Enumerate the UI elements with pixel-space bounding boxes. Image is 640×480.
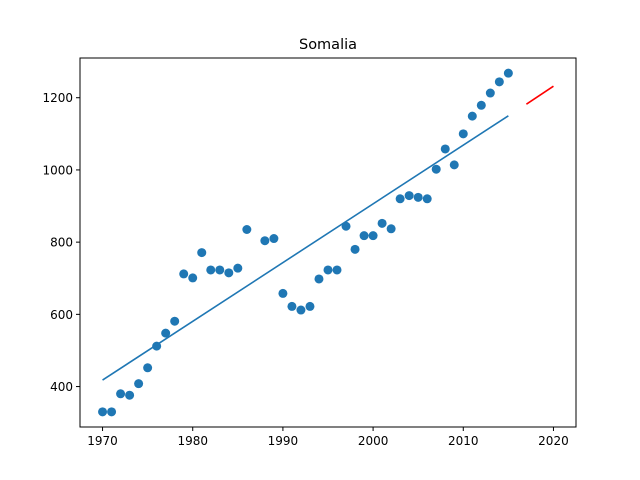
data-point xyxy=(314,274,324,284)
plot-area xyxy=(98,68,554,417)
x-axis: 1970 1980 1990 2000 2010 2020 xyxy=(87,427,569,448)
data-point xyxy=(206,265,216,275)
data-point xyxy=(386,224,396,234)
data-point xyxy=(269,234,279,244)
data-point xyxy=(368,231,378,241)
data-point xyxy=(161,328,171,338)
data-point xyxy=(260,236,270,246)
data-point xyxy=(494,77,504,87)
data-point xyxy=(98,407,108,417)
data-point xyxy=(395,194,405,204)
data-point xyxy=(404,191,414,201)
data-point xyxy=(323,265,333,275)
data-point xyxy=(431,164,441,174)
data-point xyxy=(197,248,207,258)
data-point xyxy=(485,88,495,98)
data-point xyxy=(170,316,180,326)
data-point xyxy=(242,225,252,235)
data-point xyxy=(440,144,450,154)
data-point xyxy=(215,265,225,275)
data-point xyxy=(476,100,486,110)
data-point xyxy=(296,305,306,315)
x-tick-label: 1980 xyxy=(177,434,208,448)
trend-line xyxy=(102,115,509,381)
x-tick-label: 2000 xyxy=(358,434,389,448)
y-tick-label: 600 xyxy=(50,308,73,322)
y-tick-label: 1000 xyxy=(42,163,73,177)
data-point xyxy=(278,288,288,298)
data-point xyxy=(377,218,387,228)
data-point xyxy=(134,379,144,389)
x-tick-label: 2020 xyxy=(538,434,569,448)
data-point xyxy=(179,269,189,279)
data-point xyxy=(332,265,342,275)
data-point xyxy=(341,221,351,231)
data-point xyxy=(413,192,423,202)
data-point xyxy=(107,407,117,417)
data-point xyxy=(449,160,459,170)
data-point xyxy=(224,268,234,278)
y-axis: 400 600 800 1000 1200 xyxy=(42,91,80,394)
data-point xyxy=(467,111,477,121)
data-point xyxy=(305,301,315,311)
data-point xyxy=(188,273,198,283)
x-tick-label: 1990 xyxy=(268,434,299,448)
data-point xyxy=(143,363,153,373)
data-point xyxy=(287,301,297,311)
data-point xyxy=(503,68,513,78)
x-tick-label: 2010 xyxy=(448,434,479,448)
forecast-line xyxy=(525,85,554,105)
chart-title: Somalia xyxy=(299,37,357,53)
y-tick-label: 400 xyxy=(50,380,73,394)
data-point xyxy=(422,194,432,204)
data-point xyxy=(125,390,135,400)
data-point xyxy=(350,244,360,254)
y-tick-label: 800 xyxy=(50,236,73,250)
x-tick-label: 1970 xyxy=(87,434,118,448)
data-point xyxy=(233,263,243,273)
y-tick-label: 1200 xyxy=(42,91,73,105)
data-point xyxy=(116,389,126,399)
data-point xyxy=(359,231,369,241)
data-point xyxy=(458,129,468,139)
